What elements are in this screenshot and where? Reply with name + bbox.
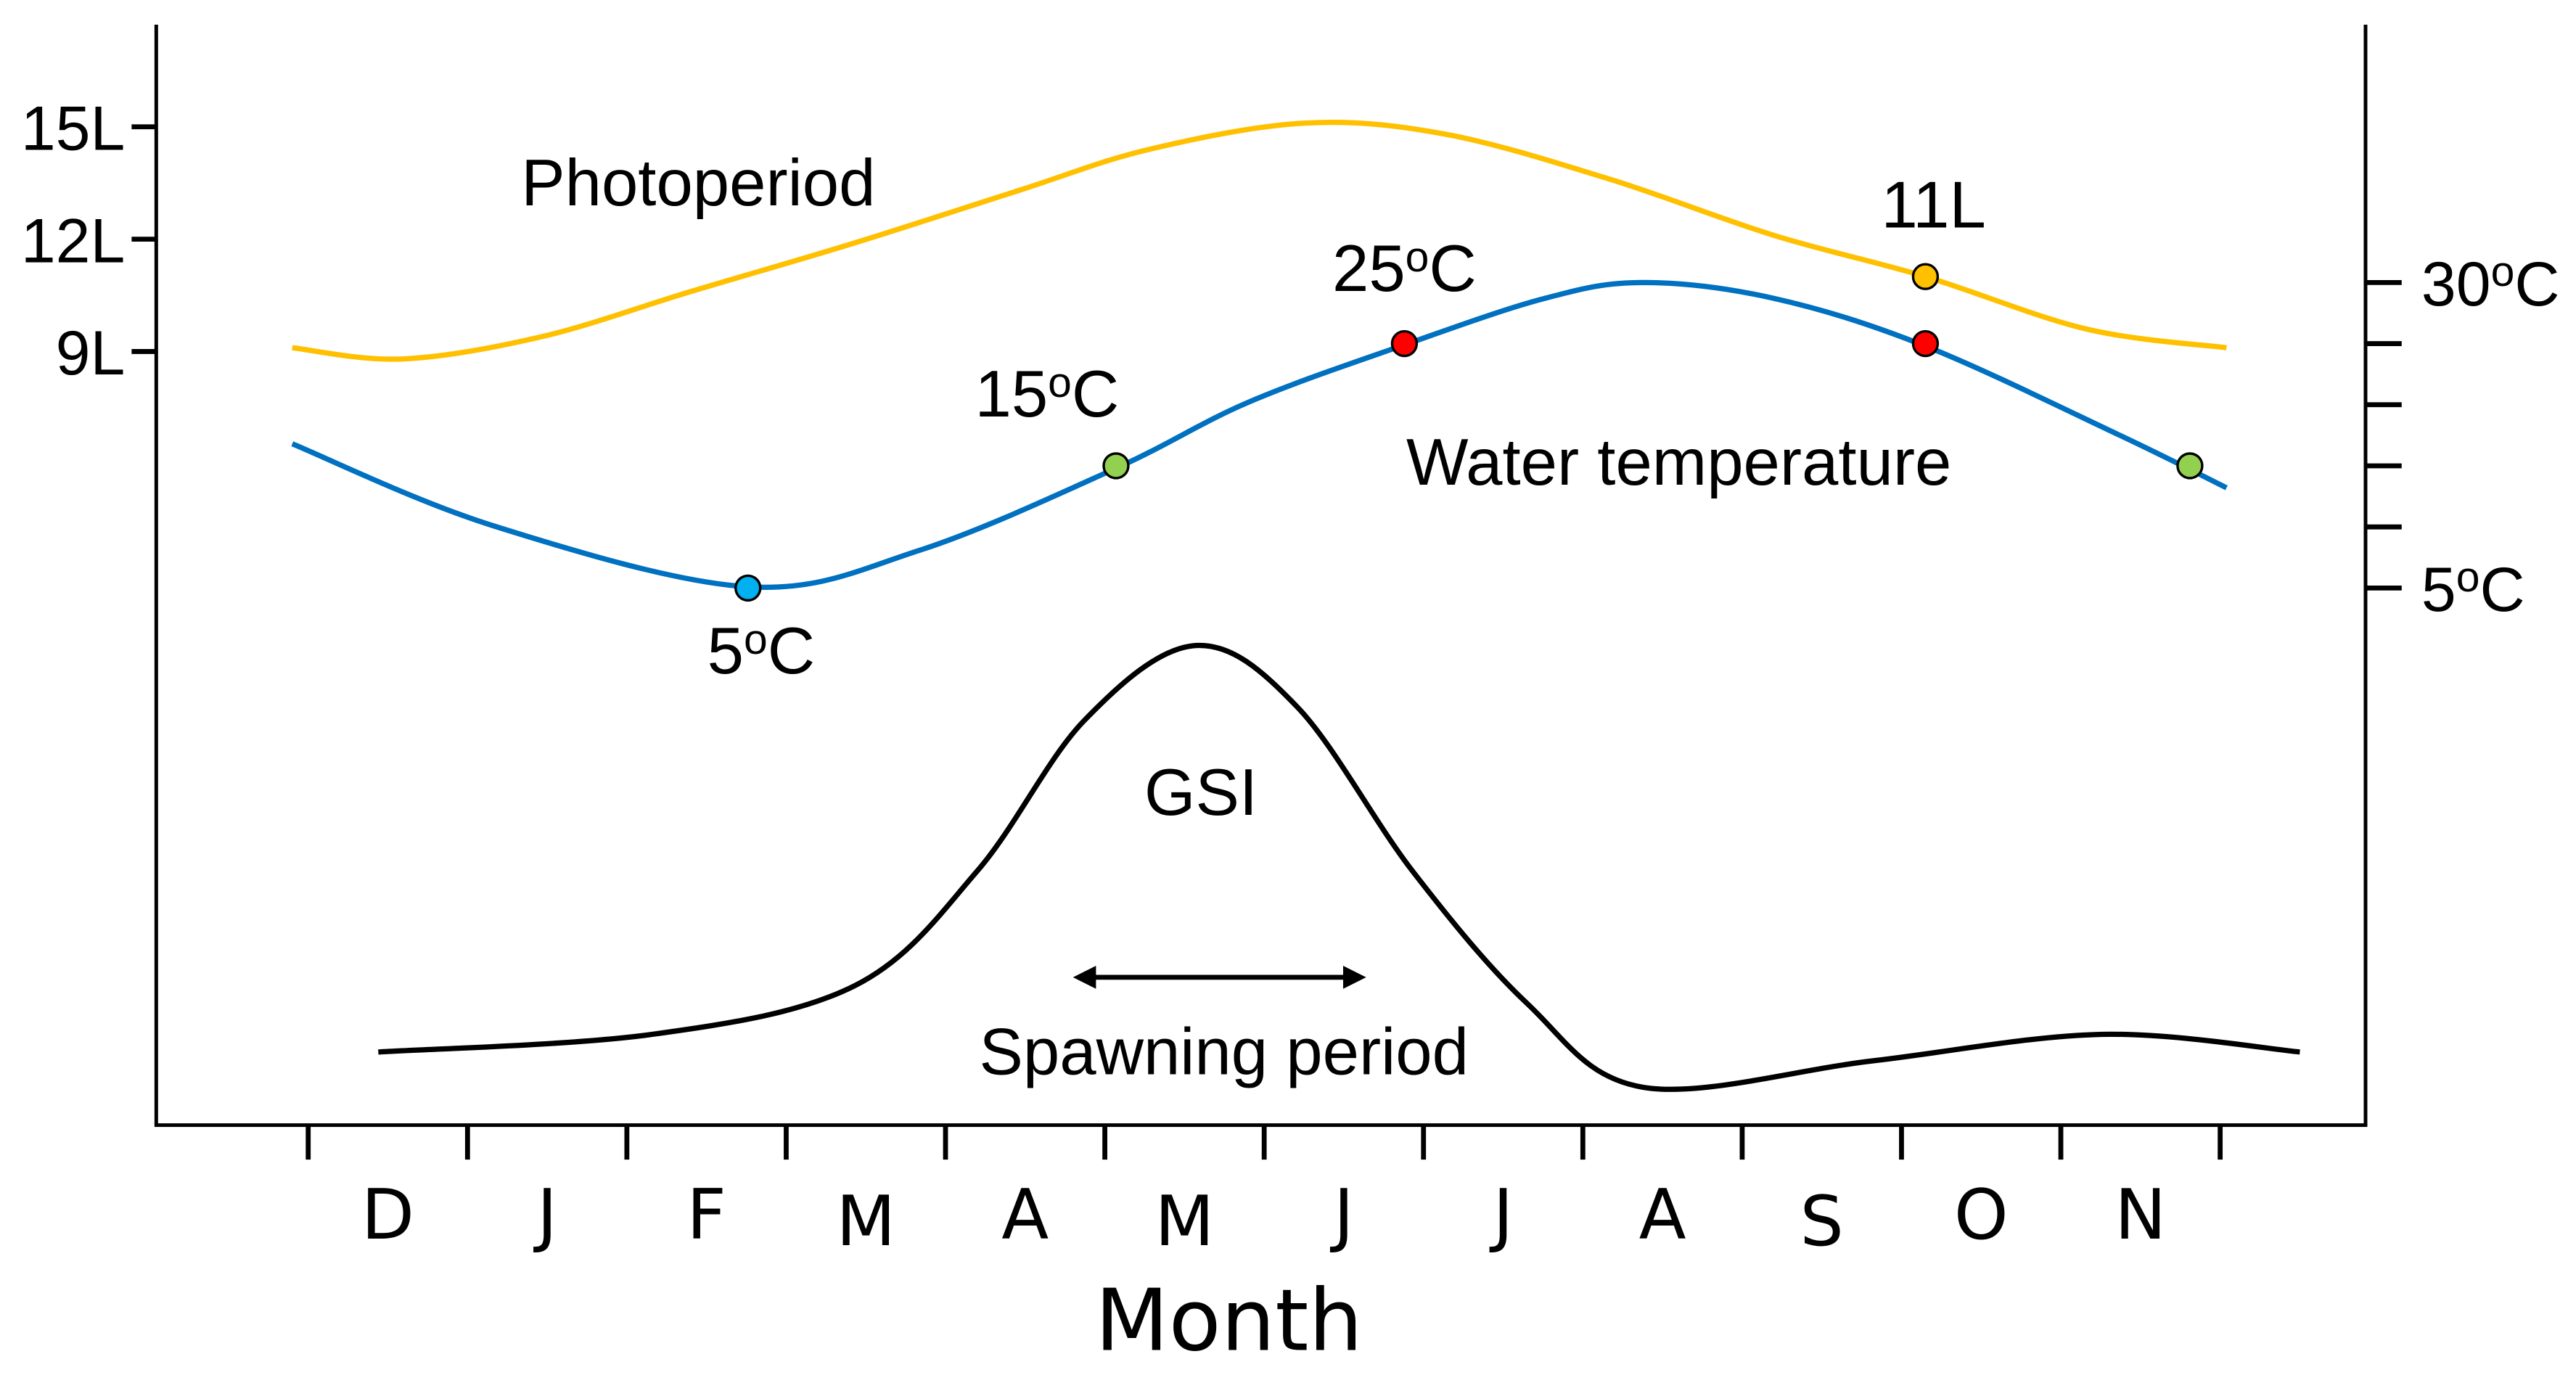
month-label: D bbox=[361, 1175, 414, 1255]
data-point-marker bbox=[1911, 329, 1940, 358]
spawning-period-arrow bbox=[1072, 966, 1366, 989]
data-point-marker bbox=[1390, 329, 1419, 358]
data-point-marker bbox=[734, 574, 762, 602]
right-axis-tick-label: 30oC bbox=[2421, 248, 2560, 319]
right-axis-tick-label: 5oC bbox=[2421, 554, 2525, 625]
data-point-label: 5oC bbox=[707, 615, 815, 688]
gsi-label: GSI bbox=[1144, 756, 1258, 829]
x-axis-title: Month bbox=[1095, 1271, 1363, 1371]
month-label: A bbox=[1001, 1175, 1049, 1255]
month-label: F bbox=[686, 1175, 726, 1255]
left-axis-tick-label: 9L bbox=[56, 319, 126, 388]
month-label: J bbox=[1490, 1175, 1514, 1255]
water-temperature-label: Water temperature bbox=[1406, 426, 1951, 499]
data-point-marker bbox=[2176, 452, 2204, 480]
data-point-marker bbox=[1911, 263, 1940, 290]
month-label: J bbox=[533, 1175, 557, 1255]
spawning-period-label: Spawning period bbox=[979, 1015, 1468, 1088]
photoperiod-line bbox=[292, 120, 2227, 362]
month-label: M bbox=[836, 1182, 895, 1262]
month-label: O bbox=[1954, 1175, 2009, 1255]
data-point-label: 11L bbox=[1882, 168, 1986, 242]
month-label: S bbox=[1800, 1182, 1844, 1262]
month-label: N bbox=[2114, 1175, 2166, 1255]
left-axis-tick-label: 12L bbox=[21, 206, 126, 276]
month-label: J bbox=[1330, 1175, 1354, 1255]
data-point-label: 25oC bbox=[1332, 232, 1477, 305]
left-axis-tick-label: 15L bbox=[21, 94, 126, 163]
gsi-line bbox=[378, 642, 2300, 1092]
month-label: M bbox=[1154, 1182, 1214, 1262]
photoperiod-label: Photoperiod bbox=[521, 147, 875, 220]
data-point-label: 15oC bbox=[975, 358, 1119, 431]
data-point-marker bbox=[1102, 452, 1130, 480]
month-label: A bbox=[1639, 1175, 1686, 1255]
